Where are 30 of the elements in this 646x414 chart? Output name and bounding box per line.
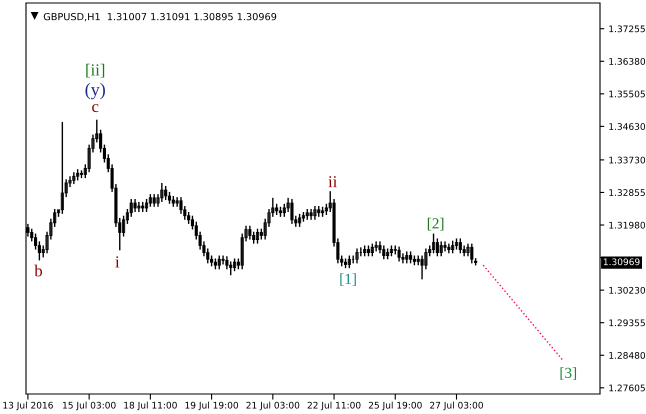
x-tick-label: 18 Jul 11:00 bbox=[124, 402, 177, 410]
y-tick-label: 1.28480 bbox=[609, 352, 646, 359]
x-tick-label: 25 Jul 19:00 bbox=[368, 402, 422, 410]
y-tick-label: 1.32855 bbox=[609, 189, 645, 196]
x-tick-label: 13 Jul 2016 bbox=[3, 402, 53, 410]
y-tick-label: 1.29355 bbox=[609, 319, 645, 326]
annotation: (y) bbox=[85, 82, 105, 100]
x-tick-label: 21 Jul 03:00 bbox=[246, 402, 300, 410]
annotation: b bbox=[34, 264, 42, 276]
x-tick-label: 19 Jul 19:00 bbox=[186, 402, 238, 410]
y-tick-label: 1.27605 bbox=[609, 384, 645, 392]
annotation: c bbox=[92, 104, 98, 112]
annotation: [ii] bbox=[86, 64, 104, 78]
y-tick-label: 1.37255 bbox=[609, 25, 645, 32]
annotation: [2] bbox=[428, 218, 444, 230]
y-tick-label: 1.36380 bbox=[609, 58, 646, 65]
annotation: [3] bbox=[560, 367, 576, 380]
text: 1.30969 bbox=[604, 258, 640, 266]
y-tick-label: 1.30230 bbox=[609, 286, 646, 294]
annotation: i bbox=[115, 256, 120, 268]
x-tick-label: 22 Jul 11:00 bbox=[308, 402, 361, 410]
annotation: ii bbox=[328, 176, 337, 188]
y-tick-label: 1.34630 bbox=[609, 123, 646, 130]
text: GBPUSD,H1 1.31007 1.31091 1.30895 1.30969 bbox=[44, 12, 276, 22]
x-tick-label: 27 Jul 03:00 bbox=[430, 402, 483, 410]
y-tick-label: 1.35505 bbox=[609, 90, 645, 98]
y-tick-label: 1.33730 bbox=[609, 156, 646, 164]
x-tick-label: 15 Jul 03:00 bbox=[63, 402, 116, 410]
annotation: [1] bbox=[340, 273, 356, 286]
y-tick-label: 1.31980 bbox=[609, 222, 646, 229]
